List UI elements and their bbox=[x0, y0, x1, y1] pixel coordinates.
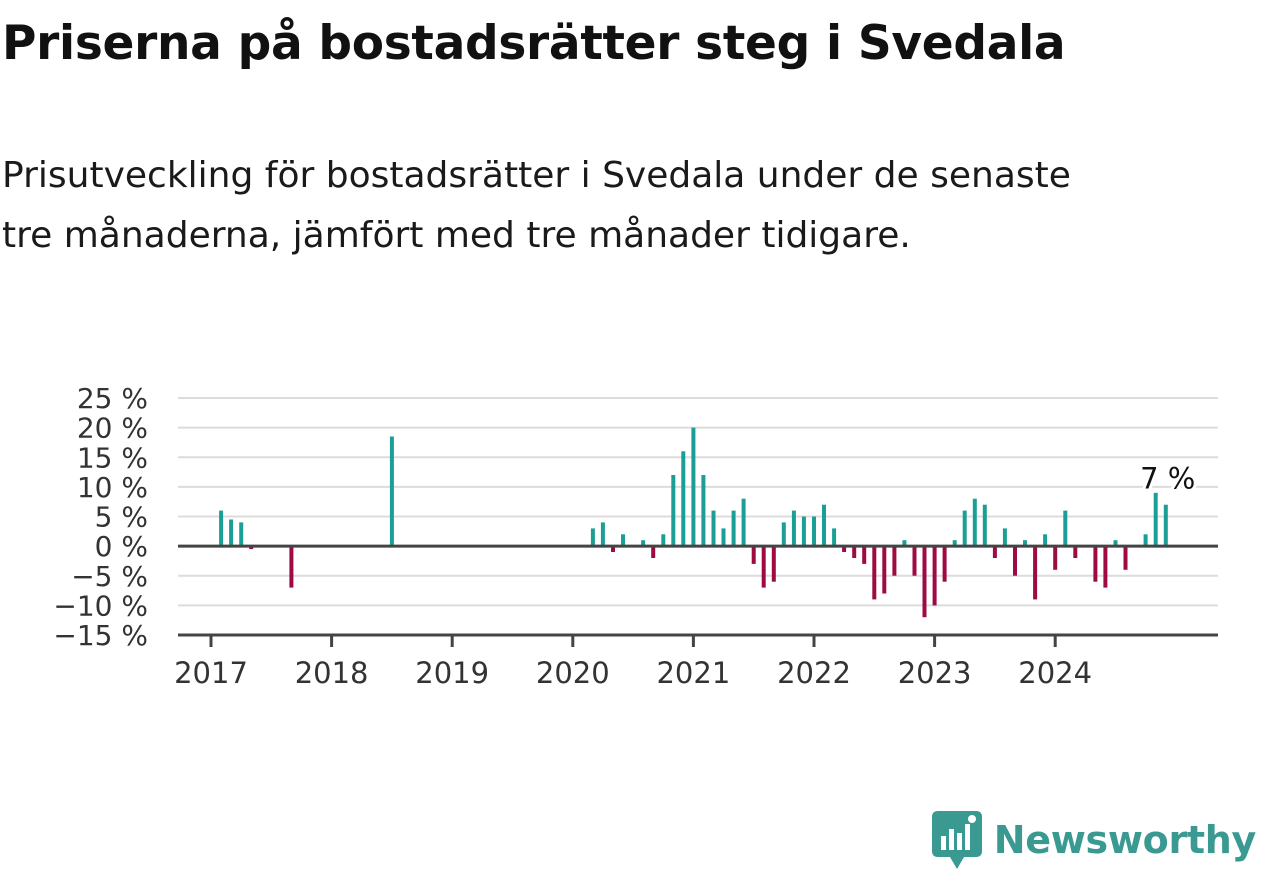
bar bbox=[731, 510, 736, 547]
bar bbox=[1033, 546, 1038, 600]
y-tick-label: 15 % bbox=[77, 441, 148, 474]
bar bbox=[681, 451, 686, 547]
y-axis-ticks: 25 %20 %15 %10 %5 %0 %−5 %−10 %−15 % bbox=[53, 382, 148, 652]
annotations: 7 % bbox=[1137, 459, 1198, 499]
bar bbox=[1073, 546, 1078, 558]
x-tick-label: 2020 bbox=[536, 656, 610, 690]
bar bbox=[1143, 534, 1148, 547]
bar bbox=[741, 498, 746, 547]
bar bbox=[801, 516, 806, 547]
bar bbox=[1163, 504, 1168, 547]
bar bbox=[761, 546, 766, 588]
x-tick-label: 2023 bbox=[898, 656, 972, 690]
bar bbox=[922, 546, 927, 618]
bar bbox=[1053, 546, 1058, 570]
x-tick-label: 2021 bbox=[656, 656, 730, 690]
bar bbox=[791, 510, 796, 547]
bar bbox=[902, 540, 907, 547]
y-tick-label: −5 % bbox=[71, 560, 148, 593]
bar bbox=[711, 510, 716, 547]
bar bbox=[942, 546, 947, 582]
bar bbox=[1103, 546, 1108, 588]
bar bbox=[822, 504, 826, 547]
bar bbox=[781, 522, 786, 547]
bar bbox=[832, 528, 837, 547]
chart-title: Priserna på bostadsrätter steg i Svedala bbox=[2, 16, 1066, 71]
newsworthy-brand: Newsworthy bbox=[931, 811, 1257, 869]
bar bbox=[661, 534, 666, 547]
x-axis-ticks: 2017 2018 2019 2020 2021 2022 2023 2024 bbox=[174, 635, 1092, 690]
axes bbox=[178, 544, 1218, 637]
y-tick-label: 20 % bbox=[77, 412, 148, 445]
bar bbox=[671, 475, 676, 547]
y-tick-label: 0 % bbox=[95, 530, 148, 563]
grid-lines bbox=[178, 397, 1218, 636]
x-tick-label: 2018 bbox=[295, 656, 369, 690]
bar bbox=[611, 546, 615, 552]
bar bbox=[691, 427, 696, 547]
bar bbox=[590, 528, 595, 547]
bar bbox=[641, 540, 646, 547]
bar bbox=[892, 546, 897, 576]
bar bbox=[912, 546, 917, 576]
bar bbox=[1002, 528, 1007, 547]
bar bbox=[701, 475, 706, 547]
chart-subtitle: Prisutveckling för bostadsrätter i Sveda… bbox=[2, 155, 1071, 256]
x-tick-label: 2019 bbox=[415, 656, 489, 690]
bar-chart: 25 %20 %15 %10 %5 %0 %−5 %−10 %−15 % 201… bbox=[53, 382, 1218, 690]
brand-name: Newsworthy bbox=[993, 818, 1257, 862]
bar bbox=[239, 522, 244, 547]
bar bbox=[982, 504, 987, 547]
y-tick-label: 25 % bbox=[77, 382, 148, 415]
bar bbox=[972, 498, 977, 547]
y-tick-label: 10 % bbox=[77, 471, 148, 504]
bar bbox=[621, 534, 625, 547]
bar bbox=[862, 546, 867, 564]
y-tick-label: −10 % bbox=[53, 589, 148, 622]
bar bbox=[932, 546, 937, 606]
bar bbox=[751, 546, 756, 564]
bar bbox=[1063, 510, 1068, 547]
bars bbox=[219, 427, 1168, 618]
bar bbox=[1013, 546, 1017, 576]
bar bbox=[600, 522, 605, 547]
bar bbox=[812, 516, 816, 547]
bar bbox=[1093, 546, 1098, 582]
last-value-label: 7 % bbox=[1140, 462, 1195, 496]
newsworthy-logo-icon bbox=[931, 811, 982, 869]
bar bbox=[852, 546, 857, 558]
x-tick-label: 2024 bbox=[1018, 656, 1092, 690]
y-tick-label: −15 % bbox=[53, 619, 148, 652]
bar bbox=[1153, 492, 1158, 547]
bar bbox=[389, 436, 394, 547]
bar bbox=[842, 546, 847, 552]
bar bbox=[1113, 540, 1118, 547]
bar bbox=[771, 546, 776, 582]
bar bbox=[1043, 534, 1048, 547]
bar bbox=[992, 546, 997, 558]
bar bbox=[651, 546, 656, 558]
bar bbox=[1023, 540, 1027, 547]
bar bbox=[952, 540, 957, 547]
bar bbox=[872, 546, 877, 600]
y-tick-label: 5 % bbox=[95, 501, 148, 534]
bar bbox=[721, 528, 726, 547]
bar bbox=[1123, 546, 1128, 570]
bar bbox=[882, 546, 887, 594]
bar bbox=[219, 510, 224, 547]
bar bbox=[962, 510, 967, 547]
x-tick-label: 2017 bbox=[174, 656, 248, 690]
bar bbox=[289, 546, 294, 588]
x-tick-label: 2022 bbox=[777, 656, 851, 690]
bar bbox=[229, 519, 234, 547]
